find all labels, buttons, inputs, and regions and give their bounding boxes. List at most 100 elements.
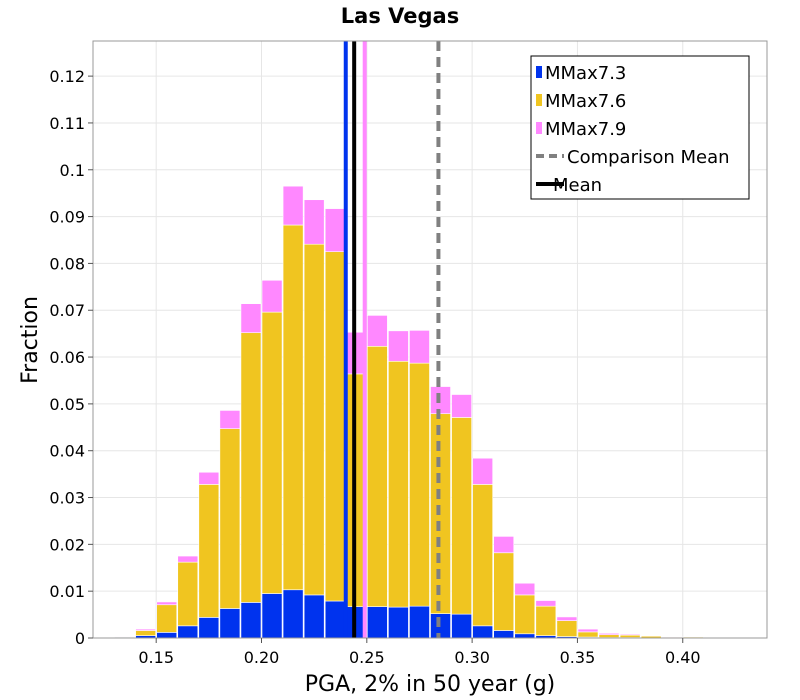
bar-mmax7-6 xyxy=(619,634,641,638)
bar-mmax7-6 xyxy=(240,332,262,603)
bar-mmax7-9 xyxy=(493,536,515,554)
plot-frame xyxy=(92,40,768,639)
bar-mmax7-6 xyxy=(198,484,220,618)
bar-mmax7-3 xyxy=(514,633,536,639)
y-axis-label: Fraction xyxy=(18,296,43,384)
bar-mmax7-9 xyxy=(114,635,135,637)
bar-mmax7-9 xyxy=(198,471,220,485)
y-tick-label: 0.03 xyxy=(49,489,85,508)
y-tick-label: 0.06 xyxy=(49,348,85,367)
bar-mmax7-6 xyxy=(430,413,451,614)
legend-swatch-mmax7-3 xyxy=(536,66,542,78)
x-axis-ticks: 0.15 0.20 0.25 0.30 0.35 0.40 xyxy=(138,638,701,667)
y-tick-label: 0.11 xyxy=(49,114,85,133)
bars xyxy=(114,185,746,639)
bar-mmax7-9 xyxy=(640,635,662,637)
chart-title: Las Vegas xyxy=(341,4,459,28)
y-tick-label: 0.1 xyxy=(60,161,85,180)
bar-mmax7-3 xyxy=(177,625,199,639)
bar-mmax7-3 xyxy=(282,589,304,639)
bar-mmax7-6 xyxy=(303,243,325,596)
bar-mmax7-3 xyxy=(198,617,220,639)
bar-mmax7-9 xyxy=(430,386,451,415)
bar-mmax7-6 xyxy=(556,620,578,637)
legend-label-mmax7-9: MMax7.9 xyxy=(545,119,626,140)
bar-mmax7-6 xyxy=(493,552,515,631)
bar-mmax7-6 xyxy=(577,631,599,638)
y-axis-ticks: 0 0.01 0.02 0.03 0.04 0.05 0.06 0.07 0.08 0.09 0.1… xyxy=(49,67,93,648)
bar-mmax7-9 xyxy=(177,555,199,563)
bar-mmax7-9 xyxy=(661,636,683,638)
bar-mmax7-9 xyxy=(577,628,599,633)
legend: MMax7.3 MMax7.6 MMax7.9 Comparison Mean Mean xyxy=(530,55,750,200)
x-tick-label: 0.35 xyxy=(560,648,596,667)
bar-mmax7-9 xyxy=(535,600,557,607)
bar-mmax7-9 xyxy=(619,633,641,636)
legend-label-mean: Mean xyxy=(553,175,602,196)
y-tick-label: 0.09 xyxy=(49,208,85,227)
bar-mmax7-9 xyxy=(219,410,241,429)
y-tick-label: 0.07 xyxy=(49,301,85,320)
bar-mmax7-3 xyxy=(388,606,409,639)
bar-mmax7-9 xyxy=(451,394,472,418)
y-tick-label: 0.12 xyxy=(49,67,85,86)
x-tick-label: 0.25 xyxy=(349,648,385,667)
bar-mmax7-6 xyxy=(535,605,557,636)
bar-mmax7-6 xyxy=(177,561,199,627)
bar-mmax7-3 xyxy=(261,593,283,639)
bar-mmax7-3 xyxy=(240,602,262,639)
bar-mmax7-9 xyxy=(324,208,346,253)
bar-mmax7-9 xyxy=(261,279,283,313)
bar-mmax7-6 xyxy=(598,634,620,638)
x-tick-label: 0.30 xyxy=(454,648,490,667)
bar-mmax7-6 xyxy=(282,224,304,591)
bar-mmax7-3 xyxy=(219,608,241,639)
bar-mmax7-9 xyxy=(472,457,493,485)
bar-mmax7-9 xyxy=(135,628,156,631)
legend-label-mmax7-6: MMax7.6 xyxy=(545,91,626,112)
bar-mmax7-3 xyxy=(472,625,493,639)
bar-mmax7-3 xyxy=(409,605,430,639)
bar-mmax7-6 xyxy=(388,360,409,608)
bar-mmax7-6 xyxy=(367,345,388,607)
bar-mmax7-3 xyxy=(451,613,472,639)
x-tick-label: 0.20 xyxy=(244,648,280,667)
legend-label-mmax7-3: MMax7.3 xyxy=(545,63,626,84)
y-tick-label: 0 xyxy=(75,629,85,648)
bar-mmax7-6 xyxy=(135,630,156,636)
legend-label-comparison-mean: Comparison Mean xyxy=(567,147,730,168)
y-tick-label: 0.05 xyxy=(49,395,85,414)
bar-mmax7-6 xyxy=(261,311,283,594)
bar-mmax7-6 xyxy=(451,417,472,615)
y-tick-label: 0.01 xyxy=(49,582,85,601)
x-tick-label: 0.15 xyxy=(138,648,174,667)
bar-mmax7-9 xyxy=(388,330,409,362)
bar-mmax7-9 xyxy=(240,303,262,334)
bar-mmax7-9 xyxy=(514,582,536,596)
x-axis-label: PGA, 2% in 50 year (g) xyxy=(305,672,556,697)
bar-mmax7-3 xyxy=(493,630,515,639)
x-tick-label: 0.40 xyxy=(665,648,701,667)
y-tick-label: 0.02 xyxy=(49,535,85,554)
legend-swatch-mmax7-6 xyxy=(536,94,542,106)
bar-mmax7-9 xyxy=(367,315,388,347)
reference-lines xyxy=(343,41,441,638)
bar-mmax7-9 xyxy=(156,601,178,606)
bar-mmax7-6 xyxy=(409,362,430,607)
y-tick-label: 0.08 xyxy=(49,254,85,273)
legend-box xyxy=(530,55,750,200)
y-tick-label: 0.04 xyxy=(49,442,85,461)
bar-mmax7-6 xyxy=(324,251,346,602)
bar-mmax7-3 xyxy=(324,600,346,639)
legend-swatch-mmax7-9 xyxy=(536,122,542,134)
bar-mmax7-3 xyxy=(156,632,178,639)
bar-mmax7-3 xyxy=(367,606,388,639)
bar-mmax7-6 xyxy=(472,484,493,627)
bar-mmax7-6 xyxy=(514,594,536,635)
bar-mmax7-6 xyxy=(156,604,178,633)
bar-mmax7-9 xyxy=(409,330,430,364)
bar-mmax7-9 xyxy=(598,633,620,636)
bar-mmax7-9 xyxy=(556,616,578,621)
bar-mmax7-6 xyxy=(219,428,241,609)
